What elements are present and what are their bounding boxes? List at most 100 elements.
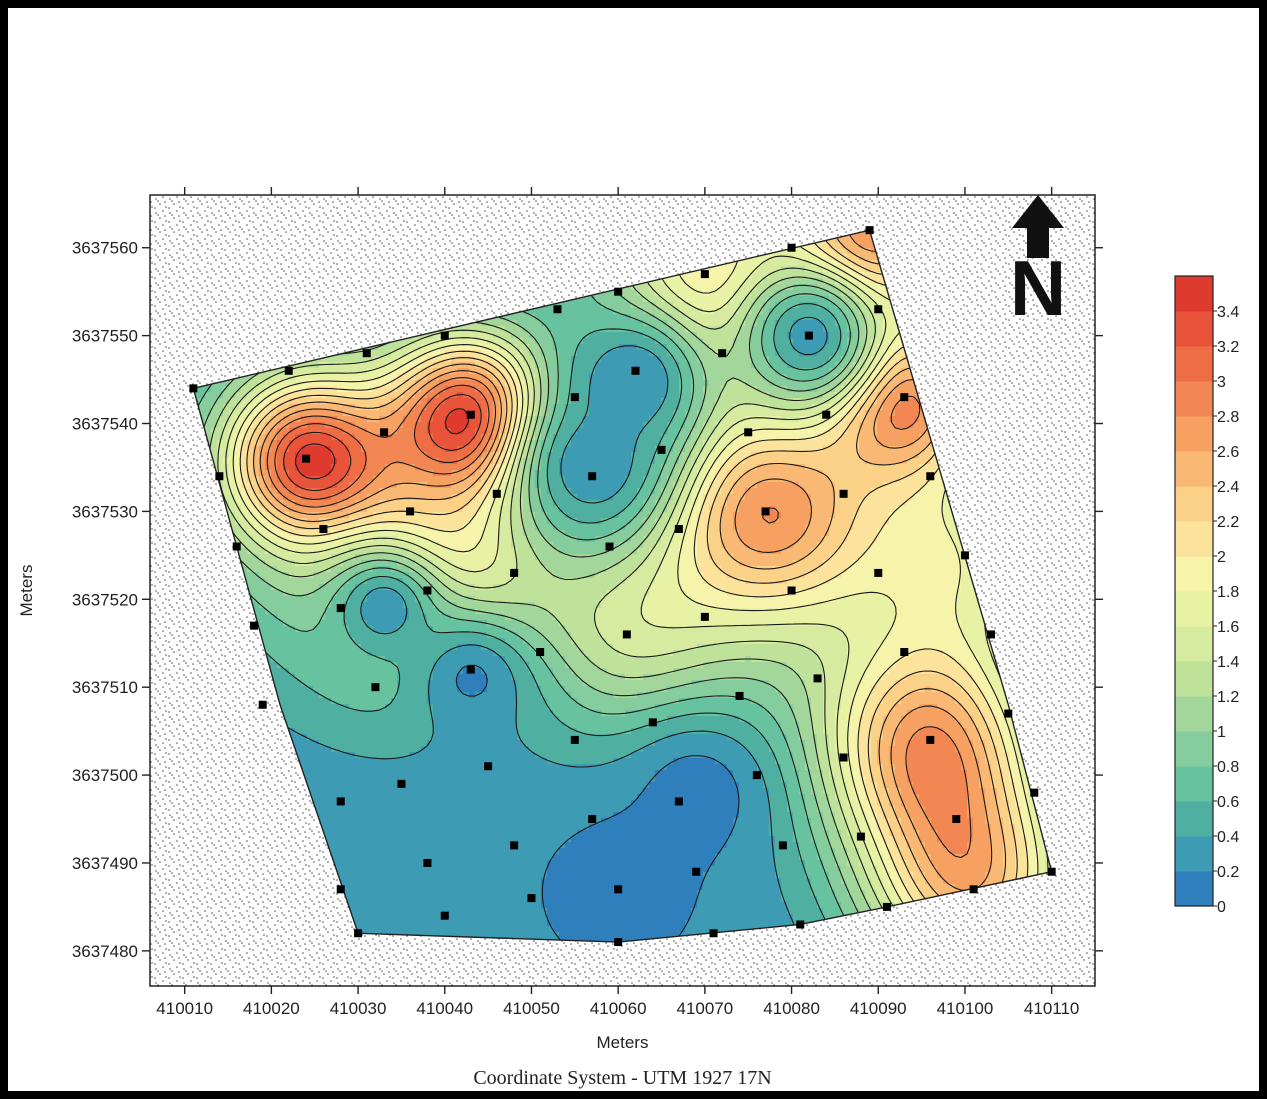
sample-point (813, 674, 822, 683)
contour-lines (193, 230, 1052, 943)
y-axis-title: Meters (17, 565, 36, 617)
y-tick-label: 3637540 (72, 415, 138, 434)
sample-point (735, 691, 744, 700)
sample-point (588, 472, 597, 481)
sample-point (926, 735, 935, 744)
x-tick-label: 410080 (763, 999, 820, 1018)
north-arrow-icon: N (1010, 195, 1066, 332)
sample-point (336, 885, 345, 894)
colorbar-swatch (1175, 276, 1213, 312)
colorbar-swatch (1175, 556, 1213, 592)
sample-point (969, 885, 978, 894)
sample-point (1030, 788, 1039, 797)
y-tick-label: 3637510 (72, 678, 138, 697)
sample-point (674, 797, 683, 806)
sample-point (822, 410, 831, 419)
colorbar-swatch (1175, 766, 1213, 802)
sample-point (631, 366, 640, 375)
y-tick-label: 3637550 (72, 327, 138, 346)
sample-point (570, 735, 579, 744)
colorbar-label: 0.4 (1217, 829, 1239, 846)
colorbar-label: 3 (1217, 374, 1226, 391)
sample-point (250, 621, 259, 630)
sample-point (484, 762, 493, 771)
colorbar: 0 0.2 0.4 0.6 0.8 1 1.2 1.4 1.6 1.8 2 2.2 2.4 2.6 2.8 3… (1174, 275, 1239, 916)
sample-point (380, 428, 389, 437)
colorbar-swatch (1175, 836, 1213, 872)
colorbar-swatch (1175, 731, 1213, 767)
sample-point (744, 428, 753, 437)
sample-point (787, 586, 796, 595)
sample-point (700, 612, 709, 621)
colorbar-swatch (1175, 346, 1213, 382)
sample-point (614, 885, 623, 894)
colorbar-label: 0 (1217, 899, 1226, 916)
sample-point (796, 920, 805, 929)
sample-point (553, 305, 562, 314)
sample-point (189, 384, 198, 393)
sample-point (874, 305, 883, 314)
sample-point (865, 226, 874, 235)
sample-point (657, 445, 666, 454)
sample-point (839, 753, 848, 762)
sample-point (440, 911, 449, 920)
sample-point (874, 568, 883, 577)
colorbar-label: 3.4 (1217, 304, 1239, 321)
sample-point (466, 665, 475, 674)
colorbar-swatch (1175, 381, 1213, 417)
coordinate-system-caption: Coordinate System - UTM 1927 17N (473, 1067, 771, 1089)
colorbar-label: 0.2 (1217, 864, 1239, 881)
sample-point (423, 586, 432, 595)
sample-point (1047, 867, 1056, 876)
colorbar-swatch (1175, 591, 1213, 627)
colorbar-label: 1.2 (1217, 689, 1239, 706)
sample-point (960, 551, 969, 560)
x-tick-label: 410070 (676, 999, 733, 1018)
sample-point (527, 894, 536, 903)
sample-point (856, 832, 865, 841)
sample-point (709, 929, 718, 938)
sample-point (986, 630, 995, 639)
sample-point (622, 630, 631, 639)
sample-point (397, 779, 406, 788)
y-tick-label: 3637520 (72, 590, 138, 609)
sample-point (614, 938, 623, 947)
sample-point (1004, 709, 1013, 718)
y-tick-label: 3637530 (72, 502, 138, 521)
colorbar-label: 1.4 (1217, 654, 1239, 671)
sample-point (284, 366, 293, 375)
sample-point (362, 349, 371, 358)
colorbar-label: 0.6 (1217, 794, 1239, 811)
colorbar-label: 1 (1217, 724, 1226, 741)
sample-point (302, 454, 311, 463)
sample-point (900, 648, 909, 657)
sample-points (189, 226, 1056, 947)
colorbar-label: 2.6 (1217, 444, 1239, 461)
sample-point (882, 902, 891, 911)
north-arrow-label: N (1010, 244, 1066, 332)
sample-point (692, 867, 701, 876)
sample-point (510, 568, 519, 577)
colorbar-swatch (1175, 801, 1213, 837)
x-axis-title: Meters (597, 1033, 649, 1052)
sample-point (952, 815, 961, 824)
colorbar-label: 3.2 (1217, 339, 1239, 356)
sample-point (588, 815, 597, 824)
colorbar-swatch (1175, 486, 1213, 522)
y-tick-label: 3637490 (72, 854, 138, 873)
sample-point (319, 524, 328, 533)
sample-point (466, 410, 475, 419)
y-tick-label: 3637480 (72, 942, 138, 961)
x-tick-label: 410020 (243, 999, 300, 1018)
sample-point (804, 331, 813, 340)
x-tick-label: 410050 (503, 999, 560, 1018)
sample-point (900, 393, 909, 402)
sample-point (492, 489, 501, 498)
sample-point (752, 771, 761, 780)
sample-point (718, 349, 727, 358)
sample-point (778, 841, 787, 850)
sample-point (570, 393, 579, 402)
sample-point (215, 472, 224, 481)
sample-point (614, 287, 623, 296)
